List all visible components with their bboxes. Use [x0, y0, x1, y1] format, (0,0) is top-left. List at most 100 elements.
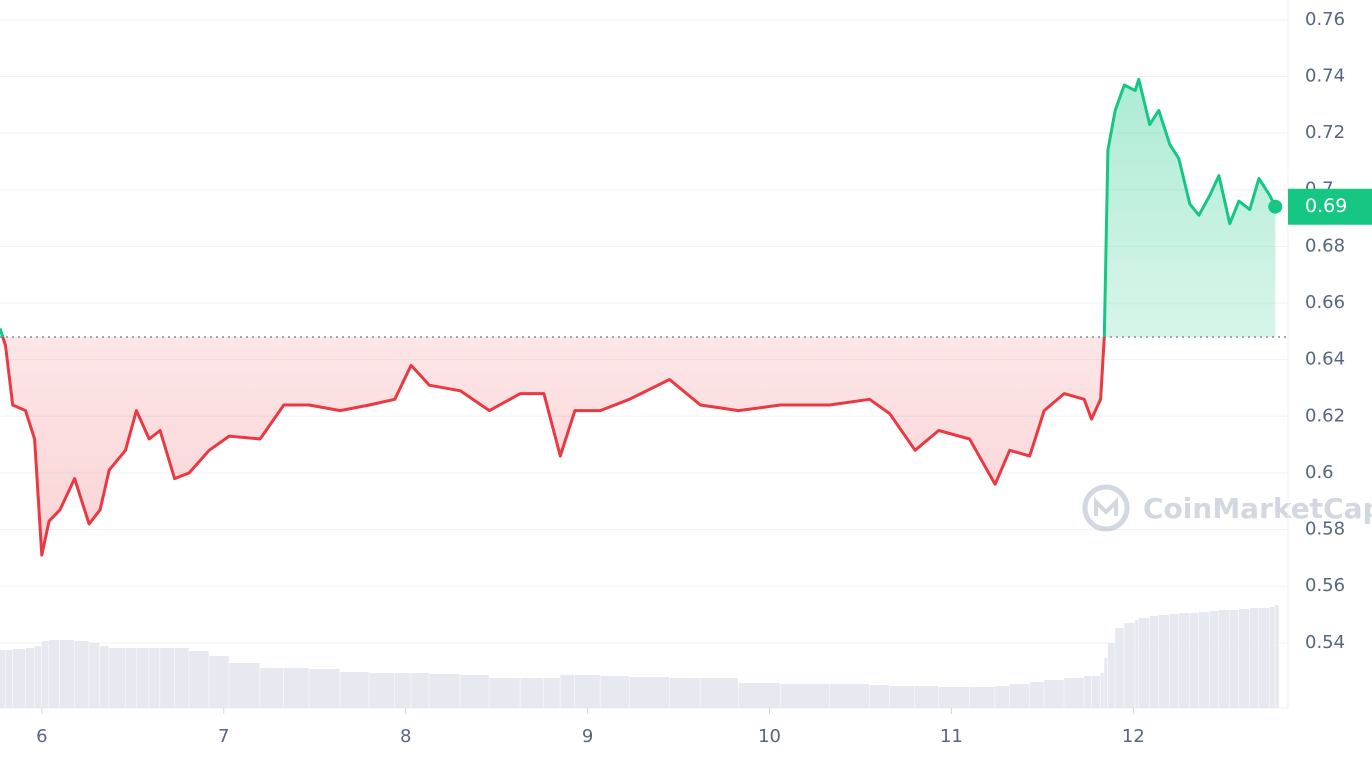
volume-bar — [1135, 620, 1139, 708]
volume-bar — [100, 646, 109, 708]
volume-bar — [429, 674, 460, 708]
volume-bar — [411, 673, 429, 708]
volume-bar — [1209, 611, 1219, 708]
volume-bar — [260, 668, 284, 708]
volume-bar — [889, 686, 915, 708]
volume-bar — [74, 641, 89, 708]
x-tick-label: 7 — [218, 726, 229, 747]
volume-bar — [520, 678, 544, 708]
volume-bar — [283, 668, 309, 708]
volume-bar — [5, 650, 13, 708]
volume-bar — [1229, 610, 1239, 708]
volume-bar — [369, 673, 395, 708]
volume-bar — [969, 687, 995, 708]
area-up — [0, 79, 1276, 338]
volume-bar — [1169, 614, 1179, 708]
volume-bar — [1249, 608, 1259, 708]
volume-bar — [1149, 616, 1159, 708]
volume-bar — [89, 643, 100, 708]
volume-bar — [1124, 623, 1135, 708]
area-down — [0, 337, 1276, 556]
volume-bar — [12, 649, 25, 708]
y-tick-label: 0.74 — [1305, 65, 1345, 86]
volume-bar — [574, 675, 600, 708]
volume-bar — [1091, 676, 1101, 708]
volume-bar — [109, 648, 126, 708]
watermark-text: CoinMarketCap — [1143, 492, 1372, 525]
volume-bar — [780, 684, 830, 708]
volume-bar — [0, 650, 5, 708]
x-tick-label: 8 — [400, 726, 411, 747]
volume-bar — [1138, 618, 1150, 708]
volume-bar — [49, 640, 60, 708]
price-line-up — [0, 77, 1277, 338]
volume-bar — [543, 678, 560, 708]
volume-bar — [1044, 680, 1064, 708]
y-tick-label: 0.72 — [1305, 122, 1345, 143]
volume-bar — [60, 640, 75, 708]
volume-bar — [629, 677, 669, 708]
volume-bar — [829, 684, 870, 708]
volume-bar — [1009, 684, 1030, 708]
y-tick-label: 0.68 — [1305, 235, 1345, 256]
volume-bar — [1269, 607, 1275, 708]
y-tick-label: 0.76 — [1305, 9, 1345, 30]
volume-bar — [34, 646, 42, 708]
y-tick-label: 0.6 — [1305, 462, 1334, 483]
volume-bar — [1178, 613, 1190, 708]
volume-bar — [309, 669, 340, 708]
volume-bar — [560, 675, 575, 708]
volume-bar — [489, 678, 520, 708]
x-tick-label: 6 — [36, 726, 47, 747]
price-tag — [1288, 188, 1372, 225]
volume-bar — [1238, 609, 1250, 708]
volume-bar — [938, 687, 970, 708]
volume-bar — [1115, 628, 1124, 708]
y-tick-label: 0.56 — [1305, 575, 1345, 596]
volume-bar — [1198, 612, 1210, 708]
volume-bar — [1107, 643, 1115, 708]
volume-bar — [340, 672, 369, 708]
watermark-logo-mark — [1094, 497, 1118, 516]
volume-bar — [1100, 673, 1104, 708]
volume-bar — [995, 686, 1010, 708]
x-tick-label: 9 — [582, 726, 593, 747]
last-point — [1268, 199, 1283, 214]
volume-bar — [1189, 613, 1199, 708]
volume-bar — [160, 648, 175, 708]
watermark-logo — [1082, 484, 1130, 532]
y-tick-label: 0.54 — [1305, 632, 1345, 653]
volume-bar — [700, 678, 739, 708]
x-tick-label: 12 — [1122, 726, 1145, 747]
x-tick-label: 11 — [940, 726, 963, 747]
volume-bar — [394, 673, 411, 708]
volume-bar — [209, 656, 229, 708]
volume-bar — [669, 678, 700, 708]
volume-bar — [1158, 615, 1170, 708]
volume-bar — [1275, 605, 1279, 708]
price-line-down — [1, 337, 1106, 557]
volume-bar — [136, 648, 149, 708]
volume-bar — [1104, 658, 1108, 708]
volume-bar — [1064, 678, 1084, 708]
volume-bar — [1218, 610, 1230, 708]
volume-bar — [229, 663, 260, 708]
volume-bar — [1084, 676, 1092, 708]
volume-bar — [149, 648, 160, 708]
y-tick-label: 0.66 — [1305, 292, 1345, 313]
volume-bar — [460, 675, 489, 708]
volume-bar — [1029, 682, 1044, 708]
volume-bar — [1258, 608, 1270, 708]
volume-bar — [174, 648, 189, 708]
y-tick-label: 0.62 — [1305, 405, 1345, 426]
y-tick-label: 0.64 — [1305, 349, 1345, 370]
volume-bar — [189, 651, 209, 708]
volume-bar — [25, 648, 35, 708]
x-tick-label: 10 — [758, 726, 781, 747]
volume-bar — [915, 686, 939, 708]
volume-bar — [600, 676, 629, 708]
price-tag-label: 0.69 — [1305, 195, 1347, 217]
watermark: CoinMarketCap — [1082, 484, 1372, 532]
volume-bar — [738, 683, 780, 708]
